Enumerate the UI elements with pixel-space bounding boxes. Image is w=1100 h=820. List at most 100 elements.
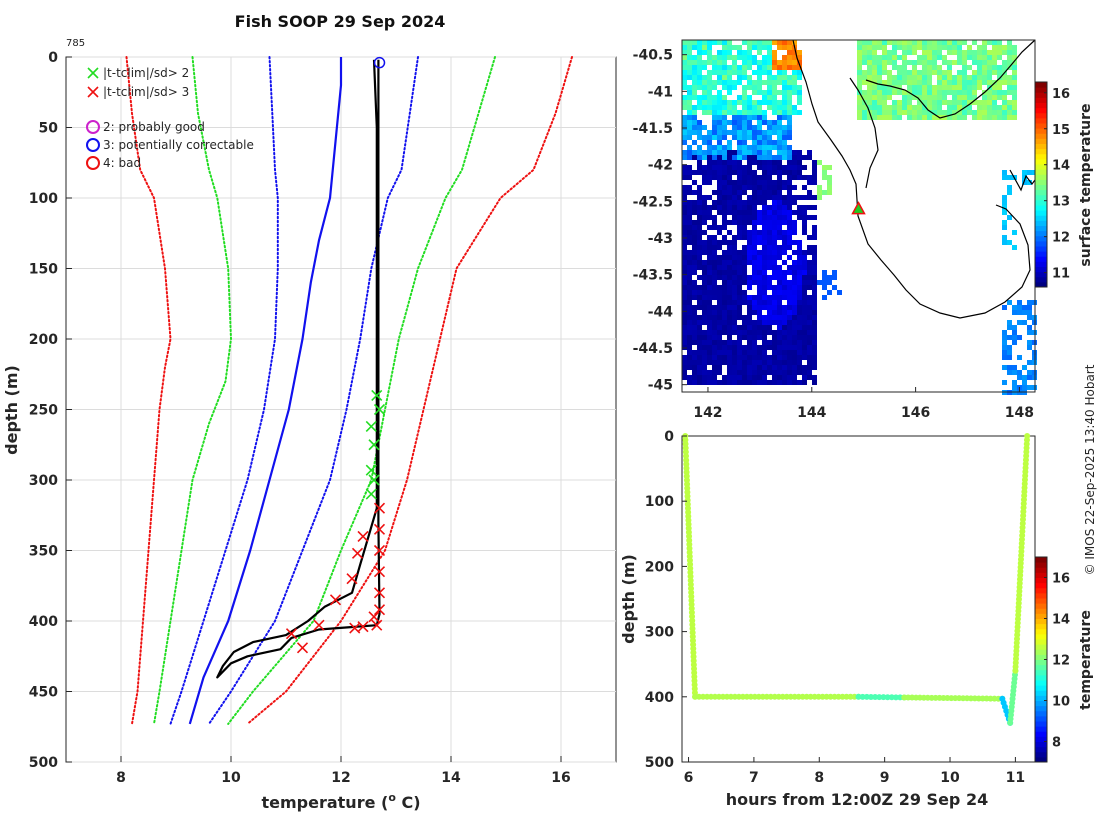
sst-cell: [742, 330, 747, 335]
sst-cell: [932, 100, 937, 105]
sst-cell: [732, 320, 737, 325]
profile-series-line-0: [125, 56, 172, 725]
sst-cell: [707, 135, 712, 140]
sst-cell: [707, 285, 712, 290]
sst-cell: [722, 220, 727, 225]
sst-cell: [732, 350, 737, 355]
sst-cell: [802, 330, 807, 335]
sst-cell: [747, 375, 752, 380]
sst-cell: [697, 235, 702, 240]
sst-cell: [682, 300, 687, 305]
sst-cell: [777, 265, 782, 270]
sst-cell: [722, 175, 727, 180]
sst-cell: [792, 345, 797, 350]
sst-cell: [692, 315, 697, 320]
sst-cell: [752, 185, 757, 190]
sst-cell: [757, 310, 762, 315]
sst-cell: [857, 70, 862, 75]
sst-cell: [797, 360, 802, 365]
sst-cell: [932, 40, 937, 45]
sst-cell: [792, 285, 797, 290]
sst-cell: [752, 255, 757, 260]
sst-cell: [782, 155, 787, 160]
sst-cell: [722, 135, 727, 140]
sst-cell: [792, 160, 797, 165]
sst-cell: [897, 75, 902, 80]
sst-cell: [907, 80, 912, 85]
colorbar-swatch: [1035, 215, 1047, 221]
sst-cell: [687, 145, 692, 150]
sst-cell: [747, 365, 752, 370]
sst-cell: [727, 105, 732, 110]
sst-cell: [787, 280, 792, 285]
sst-cell: [752, 265, 757, 270]
colorbar-swatch: [1035, 117, 1047, 124]
sst-cell: [752, 235, 757, 240]
sst-cell: [1017, 335, 1022, 340]
sst-cell: [717, 185, 722, 190]
sst-cell: [767, 340, 772, 345]
sst-cell: [822, 280, 827, 285]
sst-cell: [722, 65, 727, 70]
sst-cell: [787, 115, 792, 120]
sst-cell: [757, 260, 762, 265]
sst-cell: [747, 135, 752, 140]
red-x-flag: [373, 604, 386, 616]
sst-cell: [797, 65, 802, 70]
sst-cell: [777, 200, 782, 205]
colorbar-swatch: [1035, 644, 1047, 650]
sst-cell: [737, 210, 742, 215]
sst-cell: [767, 195, 772, 200]
sst-cell: [792, 200, 797, 205]
profile-series-line-4: [208, 56, 419, 725]
sst-cell: [882, 85, 887, 90]
sst-cell: [732, 305, 737, 310]
sst-cell: [727, 315, 732, 320]
sst-cell: [997, 115, 1002, 120]
sst-cell: [747, 95, 752, 100]
sst-cell: [772, 370, 777, 375]
sst-cell: [857, 105, 862, 110]
sst-cell: [697, 100, 702, 105]
sst-cell: [747, 320, 752, 325]
red-x-flag: [373, 544, 386, 557]
sst-cell: [732, 60, 737, 65]
sst-cell: [802, 205, 807, 210]
sst-cell: [857, 60, 862, 65]
sst-cell: [712, 200, 717, 205]
sst-cell: [707, 130, 712, 135]
sst-cell: [907, 70, 912, 75]
sst-cell: [897, 40, 902, 45]
sst-cell: [792, 360, 797, 365]
sst-cell: [767, 50, 772, 55]
sst-cell: [722, 110, 727, 115]
sst-cell: [707, 155, 712, 160]
sst-cell: [687, 285, 692, 290]
sst-cell: [782, 105, 787, 110]
sst-cell: [697, 50, 702, 55]
sst-cell: [687, 310, 692, 315]
sst-cell: [702, 100, 707, 105]
sst-cell: [992, 100, 997, 105]
sst-cell: [682, 45, 687, 50]
sst-cell: [742, 130, 747, 135]
sst-cell: [707, 100, 712, 105]
sst-cell: [727, 265, 732, 270]
sst-cell: [962, 115, 967, 120]
sst-cell: [742, 275, 747, 280]
profile-legend: |t-tclim|/sd> 2|t-tclim|/sd> 32: probabl…: [86, 66, 254, 170]
colorbar-swatch: [1035, 685, 1047, 691]
sst-cell: [757, 50, 762, 55]
colorbar-swatch: [1035, 261, 1047, 267]
sst-cell: [752, 200, 757, 205]
sst-cell: [737, 70, 742, 75]
sst-cell: [777, 175, 782, 180]
sst-cell: [752, 100, 757, 105]
sst-cell: [772, 250, 777, 255]
sst-cell: [722, 145, 727, 150]
profile-ytick-label: 250: [29, 403, 58, 419]
sst-cell: [777, 360, 782, 365]
sst-cell: [792, 90, 797, 95]
colorbar-swatch: [1035, 710, 1047, 717]
sst-cell: [792, 60, 797, 65]
